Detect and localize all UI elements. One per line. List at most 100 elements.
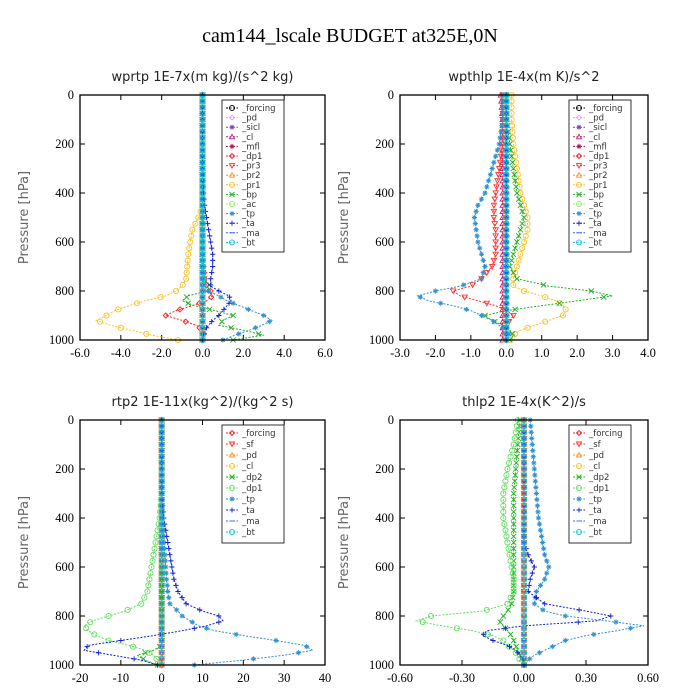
data-point (512, 429, 519, 436)
data-point (503, 269, 510, 276)
data-point (221, 306, 227, 312)
data-point (496, 141, 502, 147)
data-point (513, 239, 520, 245)
legend-label: _bt (588, 528, 603, 538)
data-point (158, 643, 165, 650)
legend-label: _dp1 (588, 484, 609, 494)
data-point (608, 613, 614, 619)
data-point (199, 189, 206, 197)
data-point (250, 656, 257, 662)
data-point (105, 612, 112, 620)
series-dp1 (414, 416, 528, 669)
data-point (531, 564, 537, 570)
data-point (162, 558, 168, 564)
series-line (95, 95, 203, 341)
legend-marker (575, 451, 583, 458)
data-point (179, 613, 185, 619)
data-point (500, 490, 507, 497)
data-point (199, 232, 206, 239)
data-point (478, 196, 485, 202)
data-point (124, 606, 131, 613)
data-point (540, 539, 546, 546)
data-point (493, 153, 499, 159)
data-point (199, 153, 206, 160)
data-point (502, 478, 509, 485)
data-point (162, 552, 168, 558)
data-point (236, 331, 242, 337)
data-point (520, 649, 528, 656)
data-point (532, 478, 538, 484)
data-point (477, 245, 483, 251)
data-point (207, 293, 215, 301)
data-point (503, 294, 510, 301)
data-point (520, 423, 528, 430)
data-point (510, 281, 517, 288)
data-point (537, 527, 544, 533)
data-point (158, 576, 165, 583)
data-point (524, 220, 531, 227)
data-point (210, 263, 216, 270)
y-tick-label: 200 (55, 462, 74, 476)
data-point (542, 552, 548, 558)
data-point (509, 128, 516, 135)
data-point (167, 552, 173, 558)
data-point (131, 656, 137, 662)
y-tick-label: 1000 (49, 333, 74, 347)
data-point (501, 484, 508, 491)
data-point (218, 294, 224, 300)
y-tick-label: 200 (375, 462, 394, 476)
y-tick-label: 0 (388, 413, 394, 427)
data-point (157, 294, 164, 301)
data-point (483, 606, 490, 613)
data-point (165, 539, 171, 546)
data-point (513, 643, 520, 650)
data-point (512, 177, 519, 184)
data-point (492, 227, 500, 234)
data-point (503, 472, 510, 479)
legend-label: _forcing (588, 429, 623, 439)
data-point (515, 196, 522, 203)
data-point (510, 533, 517, 540)
legend-label: _tp (588, 495, 602, 505)
data-point (148, 563, 155, 571)
data-point (199, 318, 206, 325)
data-point (500, 104, 506, 110)
data-point (510, 582, 517, 589)
data-point (199, 269, 206, 276)
legend-marker (228, 152, 236, 160)
legend-marker (229, 143, 235, 149)
legend-marker (576, 507, 582, 513)
panel-4: thlp2 1E-4x(K^2)/s Pressure [hPa] -0.60 -0.… (337, 395, 659, 685)
data-point (510, 140, 517, 148)
legend-label: _ma (241, 517, 260, 527)
data-point (158, 625, 165, 632)
x-tick-label: -2.0 (152, 346, 172, 360)
data-point (513, 459, 520, 466)
data-point (515, 650, 521, 656)
series-bt (199, 91, 206, 344)
data-point (512, 245, 519, 252)
data-point (199, 251, 206, 258)
data-point (507, 557, 514, 564)
data-point (576, 607, 582, 613)
data-point (158, 459, 165, 466)
data-point (140, 655, 147, 662)
data-point (461, 282, 467, 288)
legend-marker (576, 124, 582, 130)
legend-marker (575, 114, 583, 121)
y-tick-label: 200 (55, 137, 74, 151)
legend-label: _dp2 (588, 473, 609, 483)
data-point (143, 330, 150, 337)
data-point (482, 263, 488, 270)
data-point (83, 625, 90, 632)
data-point (494, 172, 502, 179)
data-point (163, 564, 169, 570)
data-point (520, 637, 528, 644)
data-point (199, 122, 206, 129)
data-point (507, 453, 514, 460)
data-point (508, 257, 515, 264)
data-point (158, 588, 165, 595)
data-point (453, 625, 460, 632)
legend-marker (576, 529, 582, 535)
data-point (503, 159, 510, 166)
